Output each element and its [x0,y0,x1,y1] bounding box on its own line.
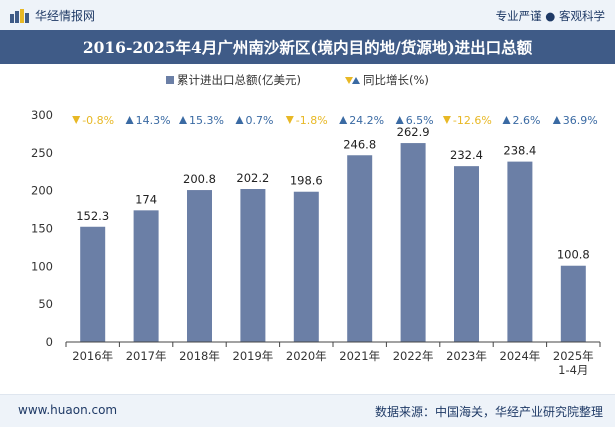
bar-value-label: 198.6 [290,174,323,188]
x-tick-label: 2020年 [286,349,327,363]
growth-label: 6.5% [406,114,434,127]
legend: 累计进出口总额(亿美元) 同比增长(%) [166,73,429,87]
bar [293,191,319,342]
bar-value-label: 202.2 [236,171,269,185]
growth-label: 2.6% [513,114,541,127]
bar [507,161,533,342]
legend-series-label: 累计进出口总额(亿美元) [177,73,301,87]
x-tick-label: 2021年 [339,349,380,363]
footer: www.huaon.com 数据来源：中国海关，华经产业研究院整理 [0,394,615,427]
bar-chart: 累计进出口总额(亿美元) 同比增长(%) -0.8% 14.3% 15.3% 0.7% -… [31,73,601,377]
y-tick-label: 0 [46,335,53,349]
bars: 152.3 174 200.8 202.2 198.6 246.8 262.9 232.4 23… [76,125,590,342]
x-tick-label: 2018年 [179,349,220,363]
bar-value-label: 200.8 [183,172,216,186]
bar [560,265,586,342]
x-axis: 2016年 2017年 2018年 2019年 2020年 2021年 2022年 2023年… [65,341,601,377]
x-tick-label: 2017年 [126,349,167,363]
bar [240,189,266,342]
bar-value-label: 262.9 [397,125,430,139]
growth-up-triangle-icon [339,116,348,124]
legend-bar-swatch [166,76,174,84]
bar-value-label: 152.3 [76,209,109,223]
growth-label: 36.9% [563,114,598,127]
bar-value-label: 232.4 [450,148,483,162]
title-bar: 2016-2025年4月广州南沙新区(境内目的地/货源地)进出口总额 [0,30,615,64]
bar-value-label: 238.4 [503,144,536,158]
y-tick-label: 150 [31,222,53,236]
bar [400,143,426,342]
growth-up-triangle-icon [395,116,404,124]
legend-growth-label: 同比增长(%) [363,73,429,87]
legend-up-triangle-icon [352,77,360,84]
x-tick-label: 2023年 [446,349,487,363]
y-axis: 0 50 100 150 200 250 300 [31,108,53,349]
growth-row: -0.8% 14.3% 15.3% 0.7% -1.8% 24.2% 6.5% -12.6% 2… [72,114,598,127]
x-tick-label: 2022年 [393,349,434,363]
y-tick-label: 100 [31,259,53,273]
brand-logo-icon [10,8,29,23]
growth-label: 15.3% [189,114,224,127]
growth-up-triangle-icon [125,116,134,124]
bar-value-label: 100.8 [557,248,590,262]
growth-down-triangle-icon [442,116,451,124]
x-tick-label: 2024年 [500,349,541,363]
growth-label: 0.7% [246,114,274,127]
tagline: 专业严谨 ● 客观科学 [495,9,605,23]
growth-up-triangle-icon [502,116,511,124]
growth-label: -0.8% [82,114,114,127]
brand-name: 华经情报网 [35,9,96,23]
bar-value-label: 174 [135,192,157,206]
y-tick-label: 300 [31,108,53,122]
top-bar: 华经情报网 专业严谨 ● 客观科学 [0,0,615,31]
legend-down-triangle-icon [345,77,353,84]
growth-up-triangle-icon [552,116,561,124]
y-tick-label: 250 [31,146,53,160]
bar [454,166,479,342]
bar-value-label: 246.8 [343,137,376,151]
footer-source: 数据来源：中国海关，华经产业研究院整理 [374,405,603,419]
bar [80,226,106,342]
growth-up-triangle-icon [235,116,244,124]
y-tick-label: 200 [31,184,53,198]
growth-label: 14.3% [136,114,171,127]
growth-label: -12.6% [453,114,492,127]
bar [187,190,212,342]
growth-up-triangle-icon [179,116,187,124]
bar [133,210,159,342]
y-tick-label: 50 [38,297,53,311]
growth-label: 24.2% [349,114,384,127]
growth-down-triangle-icon [72,116,81,124]
footer-url: www.huaon.com [18,403,118,417]
x-tick-label: 2016年 [72,349,113,363]
x-tick-label: 2019年 [233,349,274,363]
brand: 华经情报网 [10,7,95,24]
x-tick-label: 2025年 1-4月 [553,349,594,377]
chart-title: 2016-2025年4月广州南沙新区(境内目的地/货源地)进出口总额 [82,38,533,57]
growth-down-triangle-icon [285,116,294,124]
growth-label: -1.8% [296,114,328,127]
bar [347,155,373,342]
